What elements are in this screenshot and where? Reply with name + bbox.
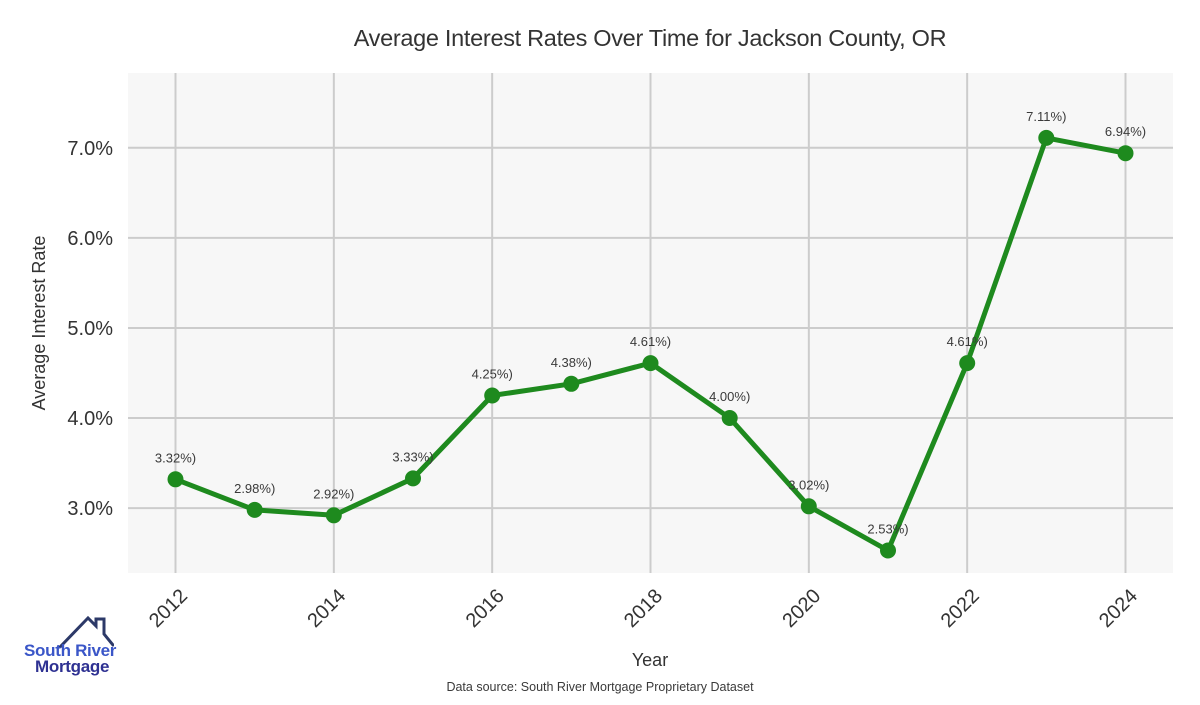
data-point bbox=[721, 410, 738, 426]
data-point bbox=[484, 387, 501, 404]
point-label: 4.61%) bbox=[947, 334, 988, 349]
house-roof-icon bbox=[58, 615, 114, 648]
point-label: 3.02%) bbox=[788, 477, 829, 492]
point-value-labels: 3.32%) 2.98%) 2.92%) 3.33%) 4.25%) 4.38%) 4.61… bbox=[155, 109, 1146, 537]
x-tick-label: 2022 bbox=[937, 585, 984, 632]
logo-text-mortgage: Mortgage bbox=[35, 657, 110, 676]
x-tick-label: 2014 bbox=[303, 585, 350, 632]
x-tick-label: 2020 bbox=[778, 585, 825, 632]
x-axis-title: Year bbox=[632, 650, 668, 670]
y-tick-label: 3.0% bbox=[67, 498, 113, 520]
point-label: 2.98%) bbox=[234, 481, 275, 496]
x-axis-tick-labels: 2012 2014 2016 2018 2020 2022 2024 bbox=[145, 585, 1142, 632]
point-label: 4.38%) bbox=[551, 355, 592, 370]
roof-path bbox=[58, 615, 114, 648]
data-point bbox=[959, 355, 976, 372]
data-point bbox=[563, 375, 580, 392]
data-point-markers bbox=[167, 129, 1134, 559]
data-source: Data source: South River Mortgage Propri… bbox=[446, 680, 754, 694]
x-tick-label: 2012 bbox=[145, 585, 192, 632]
x-tick-label: 2018 bbox=[620, 585, 667, 632]
x-tick-label: 2016 bbox=[462, 585, 509, 632]
y-tick-label: 6.0% bbox=[67, 228, 113, 250]
y-tick-label: 4.0% bbox=[67, 408, 113, 430]
x-tick-label: 2024 bbox=[1095, 585, 1142, 632]
y-tick-label: 7.0% bbox=[67, 138, 113, 160]
point-label: 3.32%) bbox=[155, 450, 196, 465]
gridlines bbox=[128, 73, 1173, 573]
y-tick-label: 5.0% bbox=[67, 318, 113, 340]
y-axis-tick-labels: 3.0% 4.0% 5.0% 6.0% 7.0% bbox=[67, 138, 113, 520]
point-label: 3.33%) bbox=[392, 449, 433, 464]
chart-title: Average Interest Rates Over Time for Jac… bbox=[354, 25, 947, 51]
point-label: 2.53%) bbox=[867, 522, 908, 537]
y-axis-title: Average Interest Rate bbox=[29, 236, 49, 411]
logo-text-south-river: South River bbox=[24, 641, 117, 660]
point-label: 4.25%) bbox=[472, 367, 513, 382]
data-point bbox=[880, 542, 896, 559]
data-point bbox=[642, 355, 659, 372]
data-point bbox=[325, 507, 342, 524]
data-point bbox=[1117, 145, 1134, 162]
data-point bbox=[167, 471, 184, 488]
point-label: 6.94%) bbox=[1105, 124, 1146, 139]
data-point bbox=[246, 501, 263, 518]
south-river-mortgage-logo: South River Mortgage bbox=[22, 610, 142, 690]
point-label: 4.00%) bbox=[709, 389, 750, 404]
point-label: 2.92%) bbox=[313, 486, 354, 501]
data-point bbox=[1038, 129, 1055, 146]
data-point bbox=[405, 470, 421, 487]
point-label: 4.61%) bbox=[630, 334, 671, 349]
point-label: 7.11%) bbox=[1026, 109, 1066, 124]
data-point bbox=[800, 498, 817, 515]
